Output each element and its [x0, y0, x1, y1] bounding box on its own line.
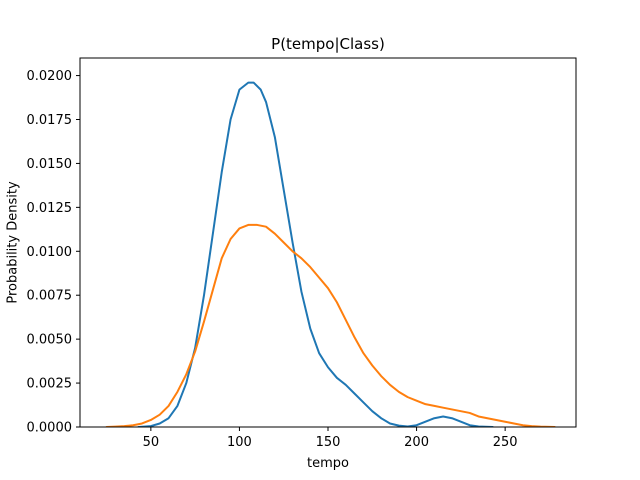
y-tick-label: 0.0025	[27, 377, 73, 392]
x-tick-label: 100	[227, 435, 252, 450]
y-tick-label: 0.0200	[27, 69, 73, 84]
y-tick-label: 0.0175	[27, 113, 73, 128]
y-axis-label: Probability Density	[6, 181, 21, 304]
y-tick-label: 0.0000	[27, 421, 73, 436]
x-tick-label: 200	[404, 435, 429, 450]
x-axis-ticks: 50 100 150 200 250	[143, 427, 518, 450]
x-tick-label: 150	[316, 435, 341, 450]
series-line-1	[137, 81, 494, 427]
x-tick-label: 250	[493, 435, 518, 450]
y-tick-label: 0.0150	[27, 157, 73, 172]
y-tick-label: 0.0075	[27, 289, 73, 304]
series-line-2	[105, 223, 556, 427]
y-tick-label: 0.0125	[27, 201, 73, 216]
y-tick-label: 0.0100	[27, 245, 73, 260]
plot-area	[105, 81, 556, 427]
chart-title: P(tempo|Class)	[271, 35, 385, 53]
y-axis-ticks: 0.0000 0.0025 0.0050 0.0075 0.0100 0.0125 0.01…	[27, 69, 80, 436]
x-axis-label: tempo	[307, 456, 349, 471]
y-tick-label: 0.0050	[27, 333, 73, 348]
x-tick-label: 50	[143, 435, 160, 450]
